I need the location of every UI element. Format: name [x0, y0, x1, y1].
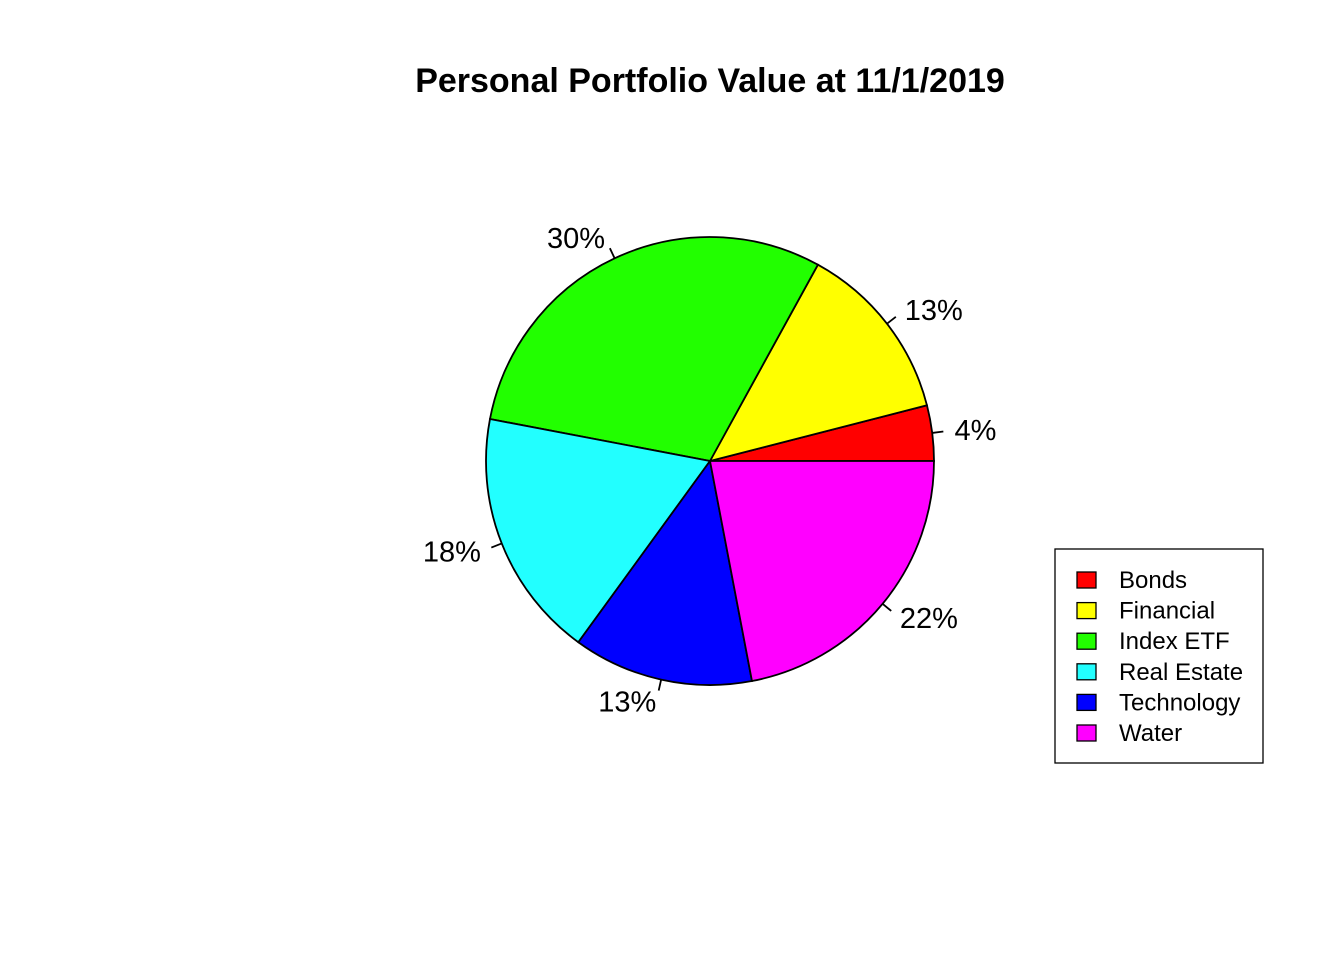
- slice-label: 18%: [423, 537, 481, 569]
- label-tick: [932, 430, 944, 434]
- label-tick: [657, 679, 663, 691]
- legend-swatch: [1076, 693, 1097, 712]
- slice-label: 4%: [954, 415, 996, 447]
- pie-slice-financial: [708, 263, 929, 463]
- slice-label: 13%: [905, 295, 963, 327]
- legend-label: Index ETF: [1119, 628, 1230, 655]
- slice-labels: 4% 13% 30% 18% 13% 22%: [423, 223, 997, 718]
- legend-label: Bonds: [1119, 567, 1187, 594]
- legend-label: Real Estate: [1119, 659, 1243, 686]
- pie-slice-real-estate: [485, 417, 712, 644]
- legend-label: Water: [1119, 720, 1182, 747]
- legend-label: Technology: [1119, 689, 1240, 716]
- slice-label: 13%: [598, 686, 656, 718]
- legend: Bonds Financial Index ETF Real Estate Techno…: [1054, 548, 1264, 764]
- chart-title: Personal Portfolio Value at 11/1/2019: [415, 62, 1005, 100]
- legend-swatch: [1076, 663, 1097, 681]
- label-tick: [490, 542, 503, 549]
- pie-slice-technology: [577, 458, 754, 686]
- legend-label: Financial: [1119, 598, 1215, 625]
- legend-swatch: [1076, 601, 1097, 620]
- label-tick: [609, 247, 616, 259]
- slice-label: 30%: [547, 223, 605, 255]
- slice-label: 22%: [900, 603, 958, 635]
- pie: [485, 236, 935, 686]
- pie-slice-index-etf: [488, 236, 820, 463]
- legend-swatch: [1076, 571, 1097, 589]
- legend-swatch: [1076, 724, 1097, 742]
- label-tick: [882, 603, 892, 612]
- label-tick: [886, 316, 897, 325]
- pie-slice-water: [708, 460, 935, 683]
- legend-swatch: [1076, 632, 1097, 650]
